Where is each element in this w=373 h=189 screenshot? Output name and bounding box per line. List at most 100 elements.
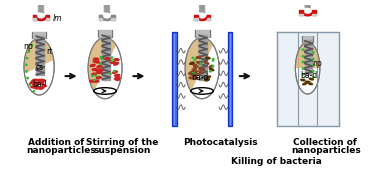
Ellipse shape	[112, 70, 118, 74]
Ellipse shape	[194, 58, 197, 61]
Ellipse shape	[94, 74, 97, 77]
Polygon shape	[305, 57, 312, 60]
Ellipse shape	[39, 86, 45, 90]
Ellipse shape	[26, 77, 29, 79]
Text: ba-l: ba-l	[32, 81, 47, 89]
Ellipse shape	[109, 72, 112, 75]
Polygon shape	[199, 40, 207, 43]
Polygon shape	[102, 69, 110, 71]
Ellipse shape	[185, 37, 219, 99]
Ellipse shape	[188, 76, 194, 80]
Ellipse shape	[192, 76, 198, 79]
Ellipse shape	[28, 83, 31, 86]
Polygon shape	[102, 74, 110, 77]
Polygon shape	[102, 52, 110, 54]
Polygon shape	[312, 14, 316, 15]
Ellipse shape	[115, 75, 121, 79]
Polygon shape	[199, 52, 207, 54]
Ellipse shape	[206, 75, 211, 79]
Polygon shape	[305, 52, 312, 54]
Ellipse shape	[192, 70, 198, 74]
Ellipse shape	[308, 77, 314, 81]
Ellipse shape	[94, 60, 100, 64]
Polygon shape	[36, 70, 44, 72]
Text: Killing of bacteria: Killing of bacteria	[231, 157, 322, 166]
Text: nanoparticles: nanoparticles	[292, 146, 361, 155]
Polygon shape	[199, 57, 207, 60]
Ellipse shape	[30, 44, 33, 46]
Polygon shape	[300, 10, 316, 17]
Ellipse shape	[110, 59, 113, 62]
Polygon shape	[36, 36, 44, 75]
Ellipse shape	[301, 61, 304, 63]
Polygon shape	[102, 63, 110, 65]
Ellipse shape	[113, 58, 120, 61]
Ellipse shape	[301, 73, 304, 76]
Ellipse shape	[26, 57, 28, 60]
Polygon shape	[305, 46, 312, 49]
Text: Collection of: Collection of	[294, 138, 357, 147]
Ellipse shape	[295, 42, 320, 94]
Ellipse shape	[32, 83, 38, 87]
Polygon shape	[295, 42, 320, 68]
Ellipse shape	[96, 69, 102, 72]
Ellipse shape	[96, 71, 103, 74]
Ellipse shape	[300, 79, 306, 81]
Polygon shape	[36, 64, 44, 66]
Polygon shape	[300, 14, 303, 15]
Ellipse shape	[191, 67, 197, 71]
Polygon shape	[36, 47, 44, 50]
Polygon shape	[102, 46, 110, 49]
Polygon shape	[99, 15, 102, 20]
Polygon shape	[172, 32, 177, 126]
Polygon shape	[112, 15, 115, 20]
Ellipse shape	[89, 79, 95, 83]
Polygon shape	[33, 19, 37, 20]
Ellipse shape	[301, 55, 304, 58]
Polygon shape	[305, 40, 312, 74]
Ellipse shape	[208, 64, 214, 68]
Text: Stirring of the: Stirring of the	[86, 138, 159, 147]
Ellipse shape	[40, 79, 46, 82]
Text: ba-d: ba-d	[300, 71, 317, 80]
Ellipse shape	[91, 72, 97, 76]
Ellipse shape	[88, 37, 122, 99]
Ellipse shape	[35, 81, 41, 85]
Polygon shape	[194, 15, 210, 21]
Polygon shape	[33, 15, 37, 20]
Ellipse shape	[198, 70, 204, 74]
Ellipse shape	[195, 56, 201, 59]
Text: cs: cs	[35, 63, 43, 71]
Ellipse shape	[99, 62, 101, 65]
Ellipse shape	[113, 62, 119, 66]
Ellipse shape	[199, 67, 205, 71]
Ellipse shape	[305, 81, 310, 83]
Polygon shape	[199, 74, 207, 77]
Ellipse shape	[212, 58, 214, 60]
Ellipse shape	[212, 59, 214, 62]
Ellipse shape	[110, 56, 113, 59]
Polygon shape	[305, 40, 312, 43]
Polygon shape	[199, 35, 207, 37]
Ellipse shape	[114, 77, 120, 81]
Ellipse shape	[209, 68, 214, 71]
Polygon shape	[228, 32, 232, 126]
Ellipse shape	[193, 73, 198, 77]
Polygon shape	[194, 15, 198, 20]
Ellipse shape	[24, 38, 54, 95]
Polygon shape	[185, 37, 213, 91]
Ellipse shape	[211, 65, 214, 68]
Ellipse shape	[113, 70, 116, 73]
Ellipse shape	[30, 85, 37, 89]
Ellipse shape	[205, 56, 211, 60]
Ellipse shape	[302, 82, 307, 85]
Polygon shape	[312, 10, 316, 15]
Polygon shape	[36, 41, 44, 44]
Polygon shape	[300, 10, 303, 15]
Polygon shape	[199, 69, 207, 71]
Polygon shape	[207, 15, 210, 20]
Ellipse shape	[34, 86, 41, 90]
Ellipse shape	[192, 63, 198, 67]
Ellipse shape	[192, 72, 195, 75]
Text: ba-d: ba-d	[191, 73, 208, 82]
